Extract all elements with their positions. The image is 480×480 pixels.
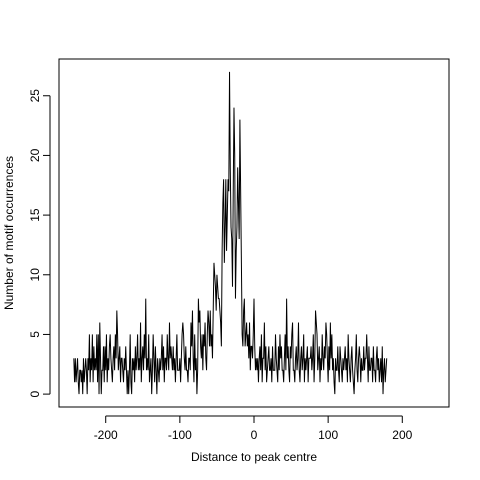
x-tick-label: -100	[168, 428, 192, 442]
y-axis-title: Number of motif occurrences	[2, 156, 16, 310]
x-tick-label: 100	[318, 428, 338, 442]
y-tick-label: 25	[28, 89, 42, 103]
x-axis-title: Distance to peak centre	[191, 450, 317, 464]
y-tick-label: 10	[28, 268, 42, 282]
y-tick-label: 15	[28, 208, 42, 222]
y-tick-label: 5	[28, 331, 42, 338]
series-line	[73, 71, 388, 395]
y-tick-label: 20	[28, 148, 42, 162]
y-tick-label: 0	[28, 390, 42, 397]
y-axis: 0 5 10 15 20 25	[28, 89, 51, 397]
x-tick-label: -200	[94, 428, 118, 442]
x-tick-label: 200	[392, 428, 412, 442]
x-axis: -200 -100 0 100 200	[94, 415, 413, 442]
x-tick-label: 0	[251, 428, 258, 442]
plot-area-frame	[58, 58, 450, 408]
